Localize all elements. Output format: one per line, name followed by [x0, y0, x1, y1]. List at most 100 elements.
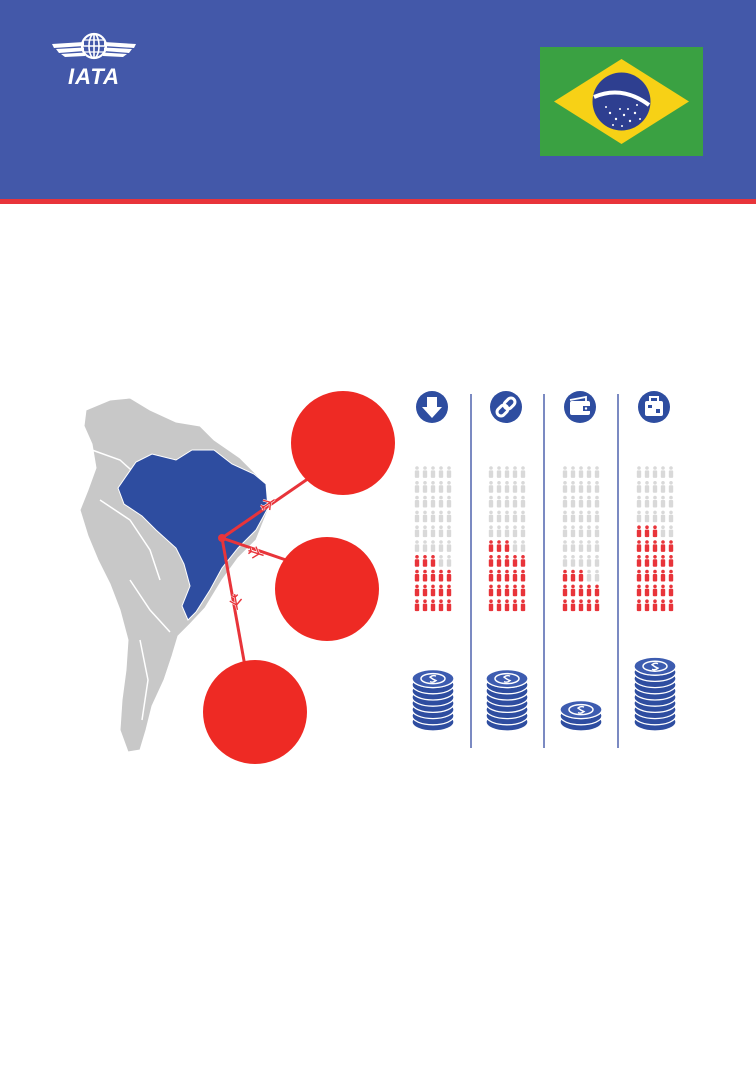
person-icon: [438, 466, 444, 478]
person-icon: [430, 466, 436, 478]
person-icon: [496, 555, 502, 567]
person-icon: [438, 525, 444, 538]
person-icon: [578, 481, 584, 493]
person-icon: [636, 540, 642, 552]
person-icon: [512, 584, 518, 597]
person-icon: [660, 555, 666, 567]
person-icon: [504, 569, 510, 582]
person-icon: [652, 540, 658, 552]
person-icon: [668, 481, 674, 493]
person-icon: [652, 569, 658, 582]
person-icon: [488, 599, 494, 612]
person-icon: [652, 599, 658, 612]
person-icon: [512, 525, 518, 538]
person-icon: [504, 481, 510, 493]
coin-stack-icon: [633, 656, 677, 732]
person-icon: [578, 584, 584, 597]
person-icon: [660, 525, 666, 538]
person-icon: [422, 525, 428, 538]
person-icon: [644, 466, 650, 478]
person-icon: [562, 584, 568, 597]
person-icon: [446, 540, 452, 552]
person-icon: [430, 525, 436, 538]
person-icon: [586, 555, 592, 567]
wallet-icon: [564, 391, 596, 423]
person-icon: [636, 481, 642, 493]
person-icon: [496, 466, 502, 478]
person-icon: [562, 555, 568, 567]
person-icon: [422, 599, 428, 612]
person-icon: [668, 510, 674, 523]
person-icon: [586, 525, 592, 538]
coin-stack-icon: [485, 668, 529, 732]
person-icon: [570, 495, 576, 508]
person-icon: [570, 599, 576, 612]
person-icon: [496, 540, 502, 552]
person-icon: [438, 510, 444, 523]
person-icon: [414, 481, 420, 493]
person-icon: [446, 495, 452, 508]
person-icon: [636, 599, 642, 612]
person-icon: [578, 555, 584, 567]
person-icon: [512, 540, 518, 552]
person-icon: [488, 540, 494, 552]
person-icon: [496, 525, 502, 538]
person-icon: [594, 481, 600, 493]
person-icon: [438, 584, 444, 597]
person-icon: [446, 510, 452, 523]
person-icon: [446, 555, 452, 567]
person-icon: [520, 555, 526, 567]
person-icon: [652, 584, 658, 597]
person-icon: [652, 555, 658, 567]
brand-name: IATA: [67, 64, 121, 89]
person-icon: [520, 481, 526, 493]
person-icon: [512, 555, 518, 567]
person-icon: [512, 466, 518, 478]
person-icon: [668, 584, 674, 597]
person-icon: [512, 495, 518, 508]
person-icon: [504, 599, 510, 612]
person-icon: [562, 510, 568, 523]
person-icon: [578, 540, 584, 552]
person-icon: [496, 584, 502, 597]
person-icon: [562, 481, 568, 493]
suitcase-icon: [638, 391, 670, 423]
person-icon: [594, 569, 600, 582]
person-icon: [570, 584, 576, 597]
plane-icon: [260, 498, 276, 511]
person-icon: [438, 555, 444, 567]
person-icon: [414, 510, 420, 523]
person-icon: [520, 540, 526, 552]
person-icon: [586, 540, 592, 552]
infographic: [79, 391, 677, 764]
south-america-map: [79, 397, 269, 753]
column-dividers: [470, 394, 619, 748]
person-icon: [504, 495, 510, 508]
destination-circle: [203, 660, 307, 764]
person-icon: [644, 510, 650, 523]
person-icon: [660, 540, 666, 552]
person-icon: [636, 569, 642, 582]
person-icon: [594, 510, 600, 523]
person-icon: [488, 495, 494, 508]
person-icon: [488, 466, 494, 478]
person-icon: [578, 466, 584, 478]
coin-stack-icon: [559, 699, 603, 732]
person-icon: [570, 510, 576, 523]
people-grids: [414, 466, 674, 612]
person-icon: [504, 540, 510, 552]
person-icon: [594, 584, 600, 597]
person-icon: [430, 510, 436, 523]
person-icon: [644, 555, 650, 567]
person-icon: [414, 495, 420, 508]
person-icon: [636, 510, 642, 523]
down-arrow-icon: [416, 391, 448, 423]
person-icon: [438, 540, 444, 552]
person-icon: [586, 510, 592, 523]
person-icon: [652, 525, 658, 538]
route-lines: [220, 474, 313, 673]
person-icon: [512, 569, 518, 582]
person-icon: [570, 569, 576, 582]
person-icon: [414, 525, 420, 538]
person-icon: [422, 555, 428, 567]
